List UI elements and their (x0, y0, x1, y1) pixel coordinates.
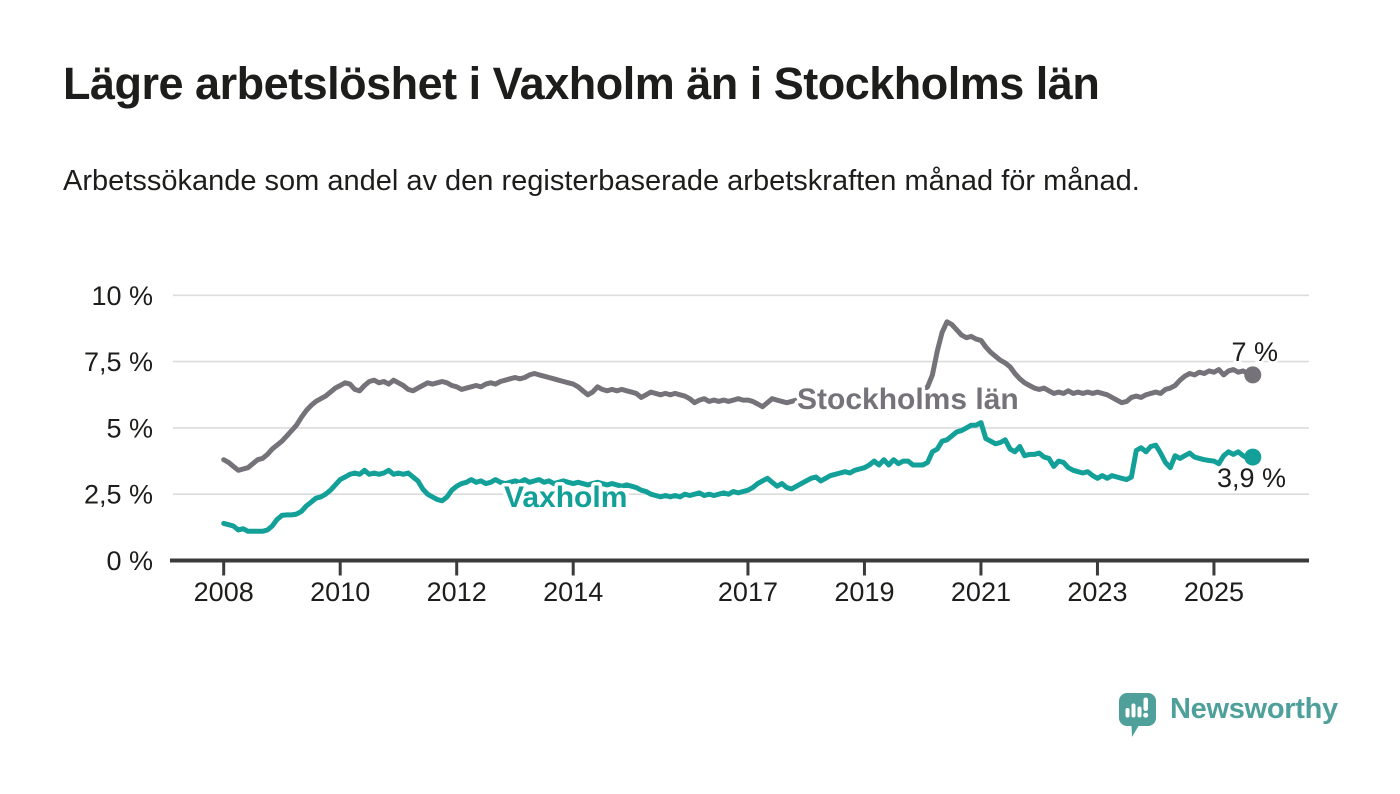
series-label-vaxholm: Vaxholm (504, 481, 627, 514)
chart-subtitle: Arbetssökande som andel av den registerb… (63, 165, 1140, 197)
x-tick-label: 2017 (718, 577, 778, 607)
x-tick-label: 2019 (834, 577, 894, 607)
axis-tick-labels: 0 % 2,5 % 5 % 7,5 % 10 % 2008 2010 2012 2014 2017… (84, 281, 1244, 607)
series-lines (221, 319, 1256, 534)
series-label-stockholms-lan: Stockholms län (797, 383, 1019, 416)
vaxholm-end-dot (1244, 448, 1262, 466)
y-tick-label: 0 % (106, 546, 153, 576)
logo-bar-medium (1137, 706, 1142, 718)
logo-exclamation-bar (1143, 697, 1148, 711)
x-tick-label: 2023 (1067, 577, 1127, 607)
y-tick-label: 5 % (106, 413, 153, 443)
newsworthy-logo-icon (1119, 693, 1156, 737)
x-tick-label: 2014 (543, 577, 603, 607)
x-tick-label: 2010 (310, 577, 370, 607)
x-tick-label: 2025 (1184, 577, 1244, 607)
line-vaxholm (221, 420, 1256, 534)
x-tick-label: 2012 (427, 577, 487, 607)
y-tick-label: 10 % (91, 281, 153, 311)
newsworthy-logo: Newsworthy (1119, 693, 1338, 737)
x-axis (170, 558, 1309, 576)
logo-exclamation-dot (1143, 712, 1149, 718)
vaxholm-end-value-label: 3,9 % (1217, 463, 1286, 493)
logo-bar-tall (1131, 703, 1136, 718)
x-tick-label: 2021 (951, 577, 1011, 607)
page-title: Lägre arbetslöshet i Vaxholm än i Stockh… (63, 58, 1100, 109)
x-tick-label: 2008 (194, 577, 254, 607)
line-stockholms-lan (221, 319, 1256, 473)
y-tick-label: 2,5 % (84, 480, 153, 510)
stockholm-end-value-label: 7 % (1231, 337, 1278, 367)
logo-bar-small (1125, 708, 1130, 718)
brand-name: Newsworthy (1170, 693, 1338, 725)
stockholm-end-dot (1244, 366, 1262, 384)
y-tick-label: 7,5 % (84, 347, 153, 377)
